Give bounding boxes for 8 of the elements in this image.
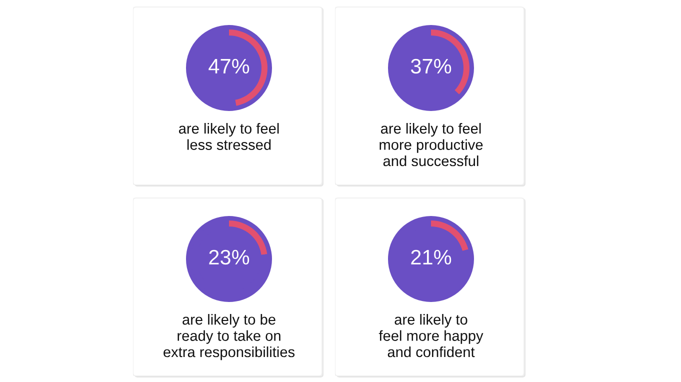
text: are likely to feel more productive and successful bbox=[380, 123, 483, 166]
text: are likely to feel less stressed bbox=[178, 123, 279, 150]
data-label: 47% bbox=[208, 58, 250, 74]
text: are likely to be ready to take on extra responsibilities bbox=[164, 314, 295, 360]
data-label: 21% bbox=[411, 250, 452, 265]
data-label: 23% bbox=[209, 250, 250, 265]
text: are likely to feel more happy and confident bbox=[378, 314, 484, 358]
data-label: 37% bbox=[410, 58, 452, 74]
